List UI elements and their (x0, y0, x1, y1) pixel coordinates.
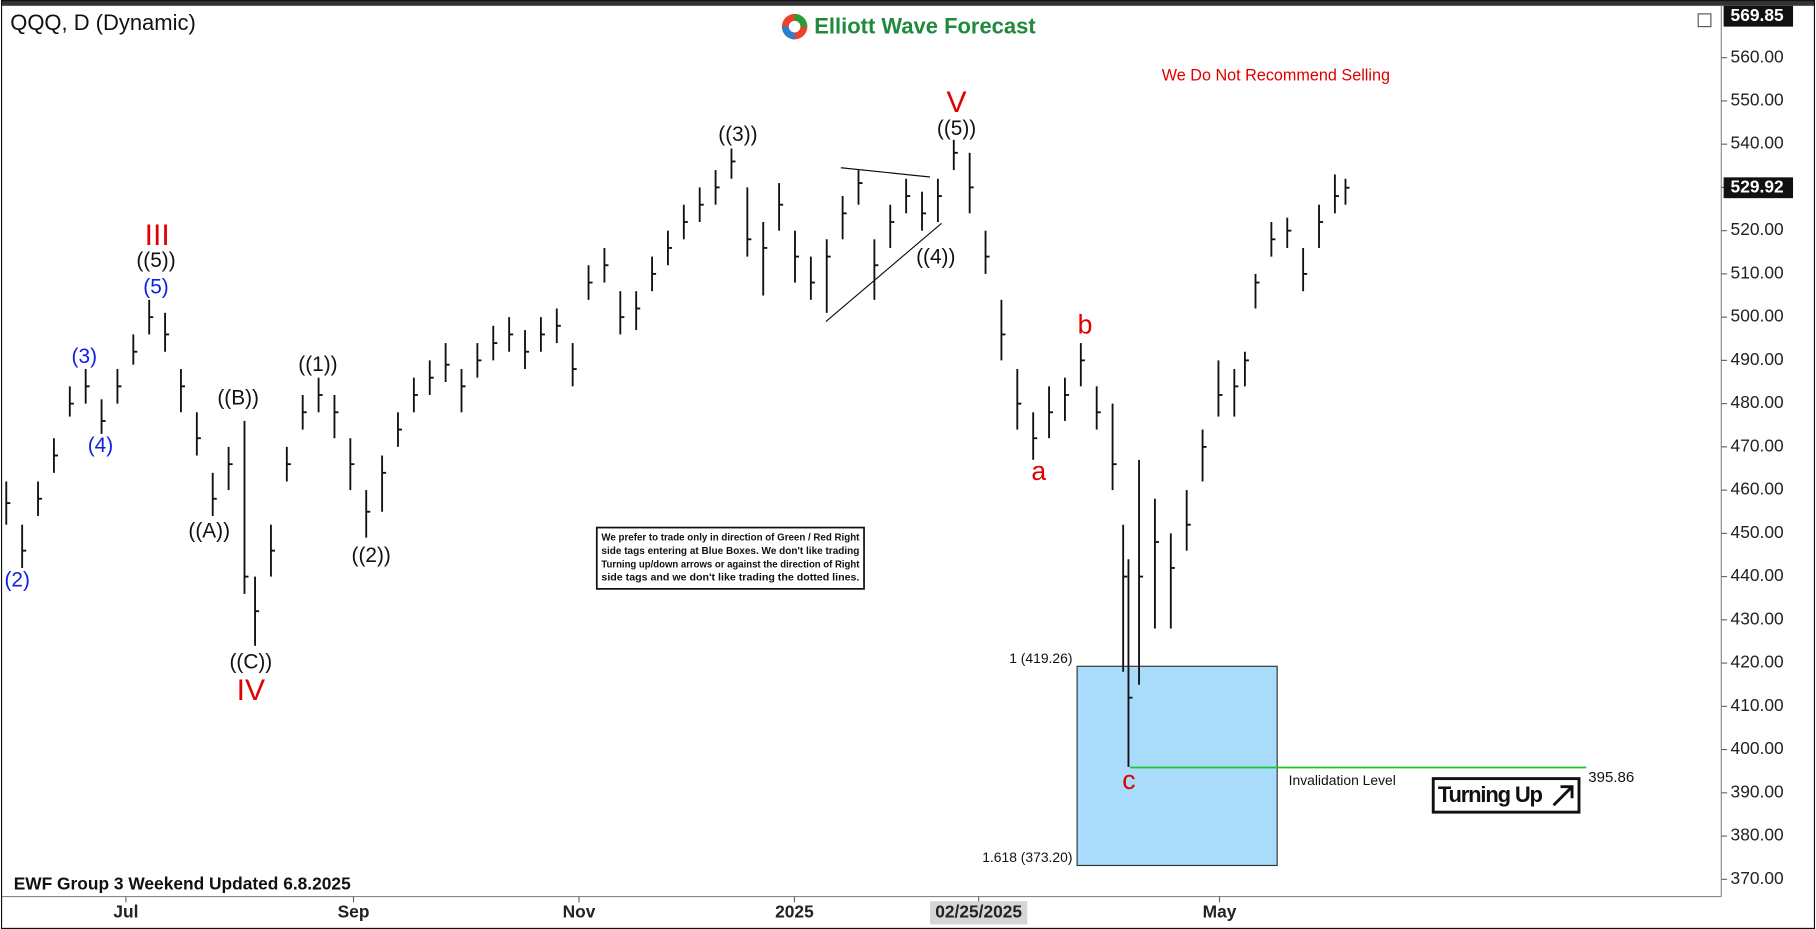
plot: 370.00 380.00 390.00 400.00 410.00 420.00 430.… (4, 5, 1794, 925)
y-tick-label: 390.00 (1731, 781, 1784, 801)
wave-label: (4) (88, 434, 113, 457)
wave-label: (5) (143, 276, 168, 299)
logo-icon (788, 20, 801, 33)
disclaimer-box (595, 526, 865, 590)
y-tick-label: 510.00 (1731, 262, 1784, 282)
triangle-line (825, 222, 942, 323)
logo: Elliott Wave Forecast (781, 14, 1036, 40)
wave-label: ((2)) (352, 544, 391, 567)
y-tick-label: 500.00 (1731, 306, 1784, 326)
disclaimer-line: side tags and we don't like trading the … (601, 573, 859, 584)
triangle-line (840, 167, 931, 178)
price-marker-box (1723, 5, 1794, 27)
y-tick-label: 420.00 (1731, 652, 1784, 672)
y-tick-label: 470.00 (1731, 435, 1784, 455)
footer: EWF Group 3 Weekend Updated 6.8.2025 (14, 874, 351, 894)
badge: Turning Up (1431, 777, 1581, 814)
price-marker-label: 569.85 (1731, 5, 1784, 25)
chart-title: QQQ, D (Dynamic) (10, 10, 196, 35)
invalidation-label: Invalidation Level (1289, 772, 1396, 788)
settings-icon[interactable] (1697, 13, 1712, 28)
invalidation-value: 395.86 (1588, 769, 1634, 786)
wave-label: a (1031, 456, 1046, 486)
x-tick-label: May (1203, 901, 1237, 921)
y-tick-label: 410.00 (1731, 695, 1784, 715)
y-tick-label: 520.00 (1731, 219, 1784, 239)
wave-label: ((5)) (136, 249, 175, 272)
wave-label: V (947, 86, 967, 119)
wave-label: ((3)) (718, 123, 757, 146)
price-marker-box (1723, 177, 1794, 199)
wave-label: (3) (72, 345, 97, 368)
blue-box-bottom-label: 1.618 (373.20) (982, 849, 1072, 865)
wave-label: ((1)) (298, 353, 337, 376)
y-tick-label: 400.00 (1731, 738, 1784, 758)
y-tick-label: 540.00 (1731, 133, 1784, 153)
wave-label: c (1122, 765, 1135, 795)
y-tick-label: 370.00 (1731, 868, 1784, 888)
badge-arrow (1552, 785, 1574, 807)
top-note: We Do Not Recommend Selling (1162, 67, 1390, 85)
wave-label: (2) (4, 568, 29, 591)
wave-label: b (1078, 309, 1093, 339)
wave-label: ((A)) (188, 520, 230, 543)
blue-box (1076, 665, 1278, 867)
y-tick-label: 450.00 (1731, 522, 1784, 542)
disclaimer-line: We prefer to trade only in direction of … (601, 533, 859, 544)
y-tick-label: 430.00 (1731, 608, 1784, 628)
x-tick-label: 02/25/2025 (935, 901, 1022, 921)
x-tick-highlight (930, 901, 1028, 925)
price-marker-label: 529.92 (1731, 176, 1784, 196)
wave-label: ((B)) (217, 387, 259, 410)
y-tick-label: 460.00 (1731, 479, 1784, 499)
y-tick-label: 550.00 (1731, 89, 1784, 109)
top-bar (0, 0, 1816, 6)
y-tick-label: 560.00 (1731, 46, 1784, 66)
badge-text: Turning Up (1438, 782, 1543, 807)
y-tick-label: 440.00 (1731, 565, 1784, 585)
blue-box-top-label: 1 (419.26) (1009, 650, 1072, 666)
wave-label: ((C)) (229, 650, 272, 673)
wave-label: ((4)) (916, 245, 955, 268)
disclaimer-line: Turning up/down arrows or against the di… (601, 559, 859, 570)
y-tick-label: 480.00 (1731, 392, 1784, 412)
badge-box (1431, 777, 1581, 814)
wave-label: IV (237, 674, 265, 707)
wave-label: ((5)) (937, 117, 976, 140)
x-tick-label: Sep (338, 901, 370, 921)
y-tick-label: 380.00 (1731, 825, 1784, 845)
x-tick-label: Jul (113, 901, 138, 921)
disclaimer-line: side tags entering at Blue Boxes. We don… (601, 546, 859, 557)
x-tick-label: Nov (563, 901, 596, 921)
wave-label: III (145, 219, 170, 252)
y-tick-label: 490.00 (1731, 349, 1784, 369)
x-tick-label: 2025 (775, 901, 814, 921)
logo-text: Elliott Wave Forecast (814, 14, 1036, 39)
